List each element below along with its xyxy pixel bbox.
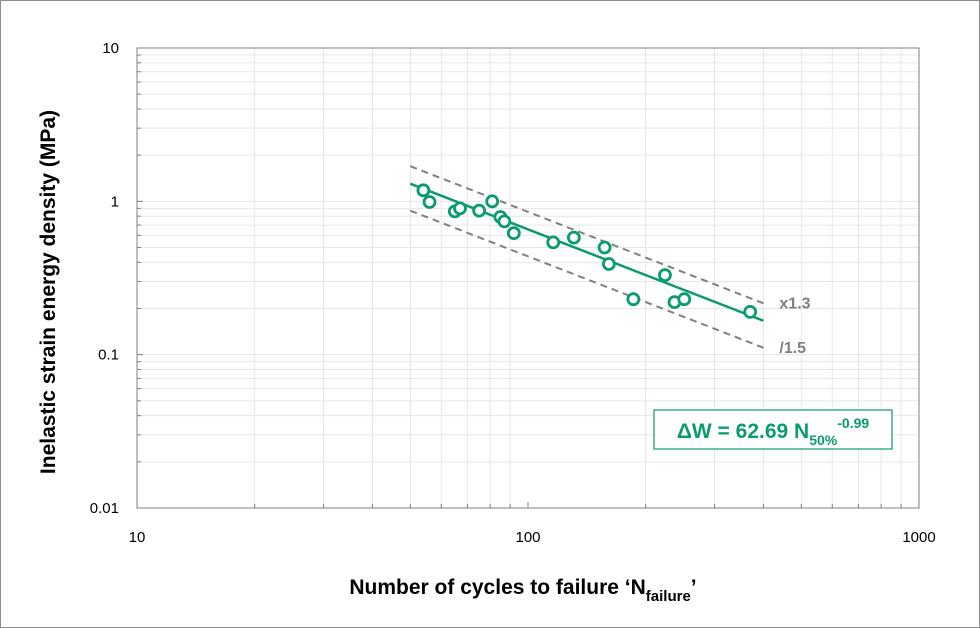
band-line (409, 165, 764, 305)
data-point (601, 257, 616, 271)
data-point (546, 235, 561, 250)
data-point (658, 268, 672, 283)
y-tick-label: 1 (111, 193, 119, 210)
data-point (422, 195, 437, 209)
data-point (677, 292, 692, 307)
x-axis-title-sub: failure (646, 588, 691, 605)
x-axis-title-main: Number of cycles to failure ‘N (349, 576, 645, 599)
y-tick-label: 0.01 (90, 500, 119, 517)
band-label: x1.3 (779, 295, 810, 312)
x-tick-label: 10 (129, 529, 146, 546)
equation-box: ΔW = 62.69 N50%-0.99 (653, 409, 893, 450)
svg-text:ΔW = 62.69 N50%-0.99: ΔW = 62.69 N50%-0.99 (677, 415, 870, 448)
x-axis-title: Number of cycles to failure ‘Nfailure’ (349, 576, 696, 605)
band-label: /1.5 (779, 340, 806, 357)
data-point (485, 194, 500, 209)
fit-line (409, 182, 764, 322)
data-point (506, 226, 521, 241)
data-point (472, 203, 487, 218)
band-line (409, 209, 764, 349)
y-tick-label: 0.1 (98, 347, 119, 364)
data-point (597, 240, 612, 255)
bands (409, 165, 764, 349)
equation-superscript: -0.99 (837, 415, 869, 431)
data-point (743, 305, 758, 319)
y-tick-label: 10 (102, 40, 119, 57)
grid (137, 48, 919, 508)
fit (409, 182, 764, 322)
data-point (416, 183, 431, 198)
data-point (626, 292, 641, 307)
x-tick-label: 1000 (902, 529, 935, 546)
equation-lhs: ΔW = 62.69 N (677, 420, 809, 443)
data-point (566, 230, 581, 245)
data-point (497, 214, 512, 229)
band-labels: x1.3/1.5 (779, 295, 810, 356)
axis-ticks: 10 100 1000 0.01 0.1 1 10 (90, 40, 936, 546)
data-point (453, 201, 467, 216)
x-tick-label: 100 (515, 529, 540, 546)
y-axis-title: Inelastic strain energy density (MPa) (37, 110, 60, 474)
equation-subscript: 50% (809, 432, 838, 448)
x-axis-title-end: ’ (691, 576, 697, 599)
data-points (416, 183, 758, 319)
